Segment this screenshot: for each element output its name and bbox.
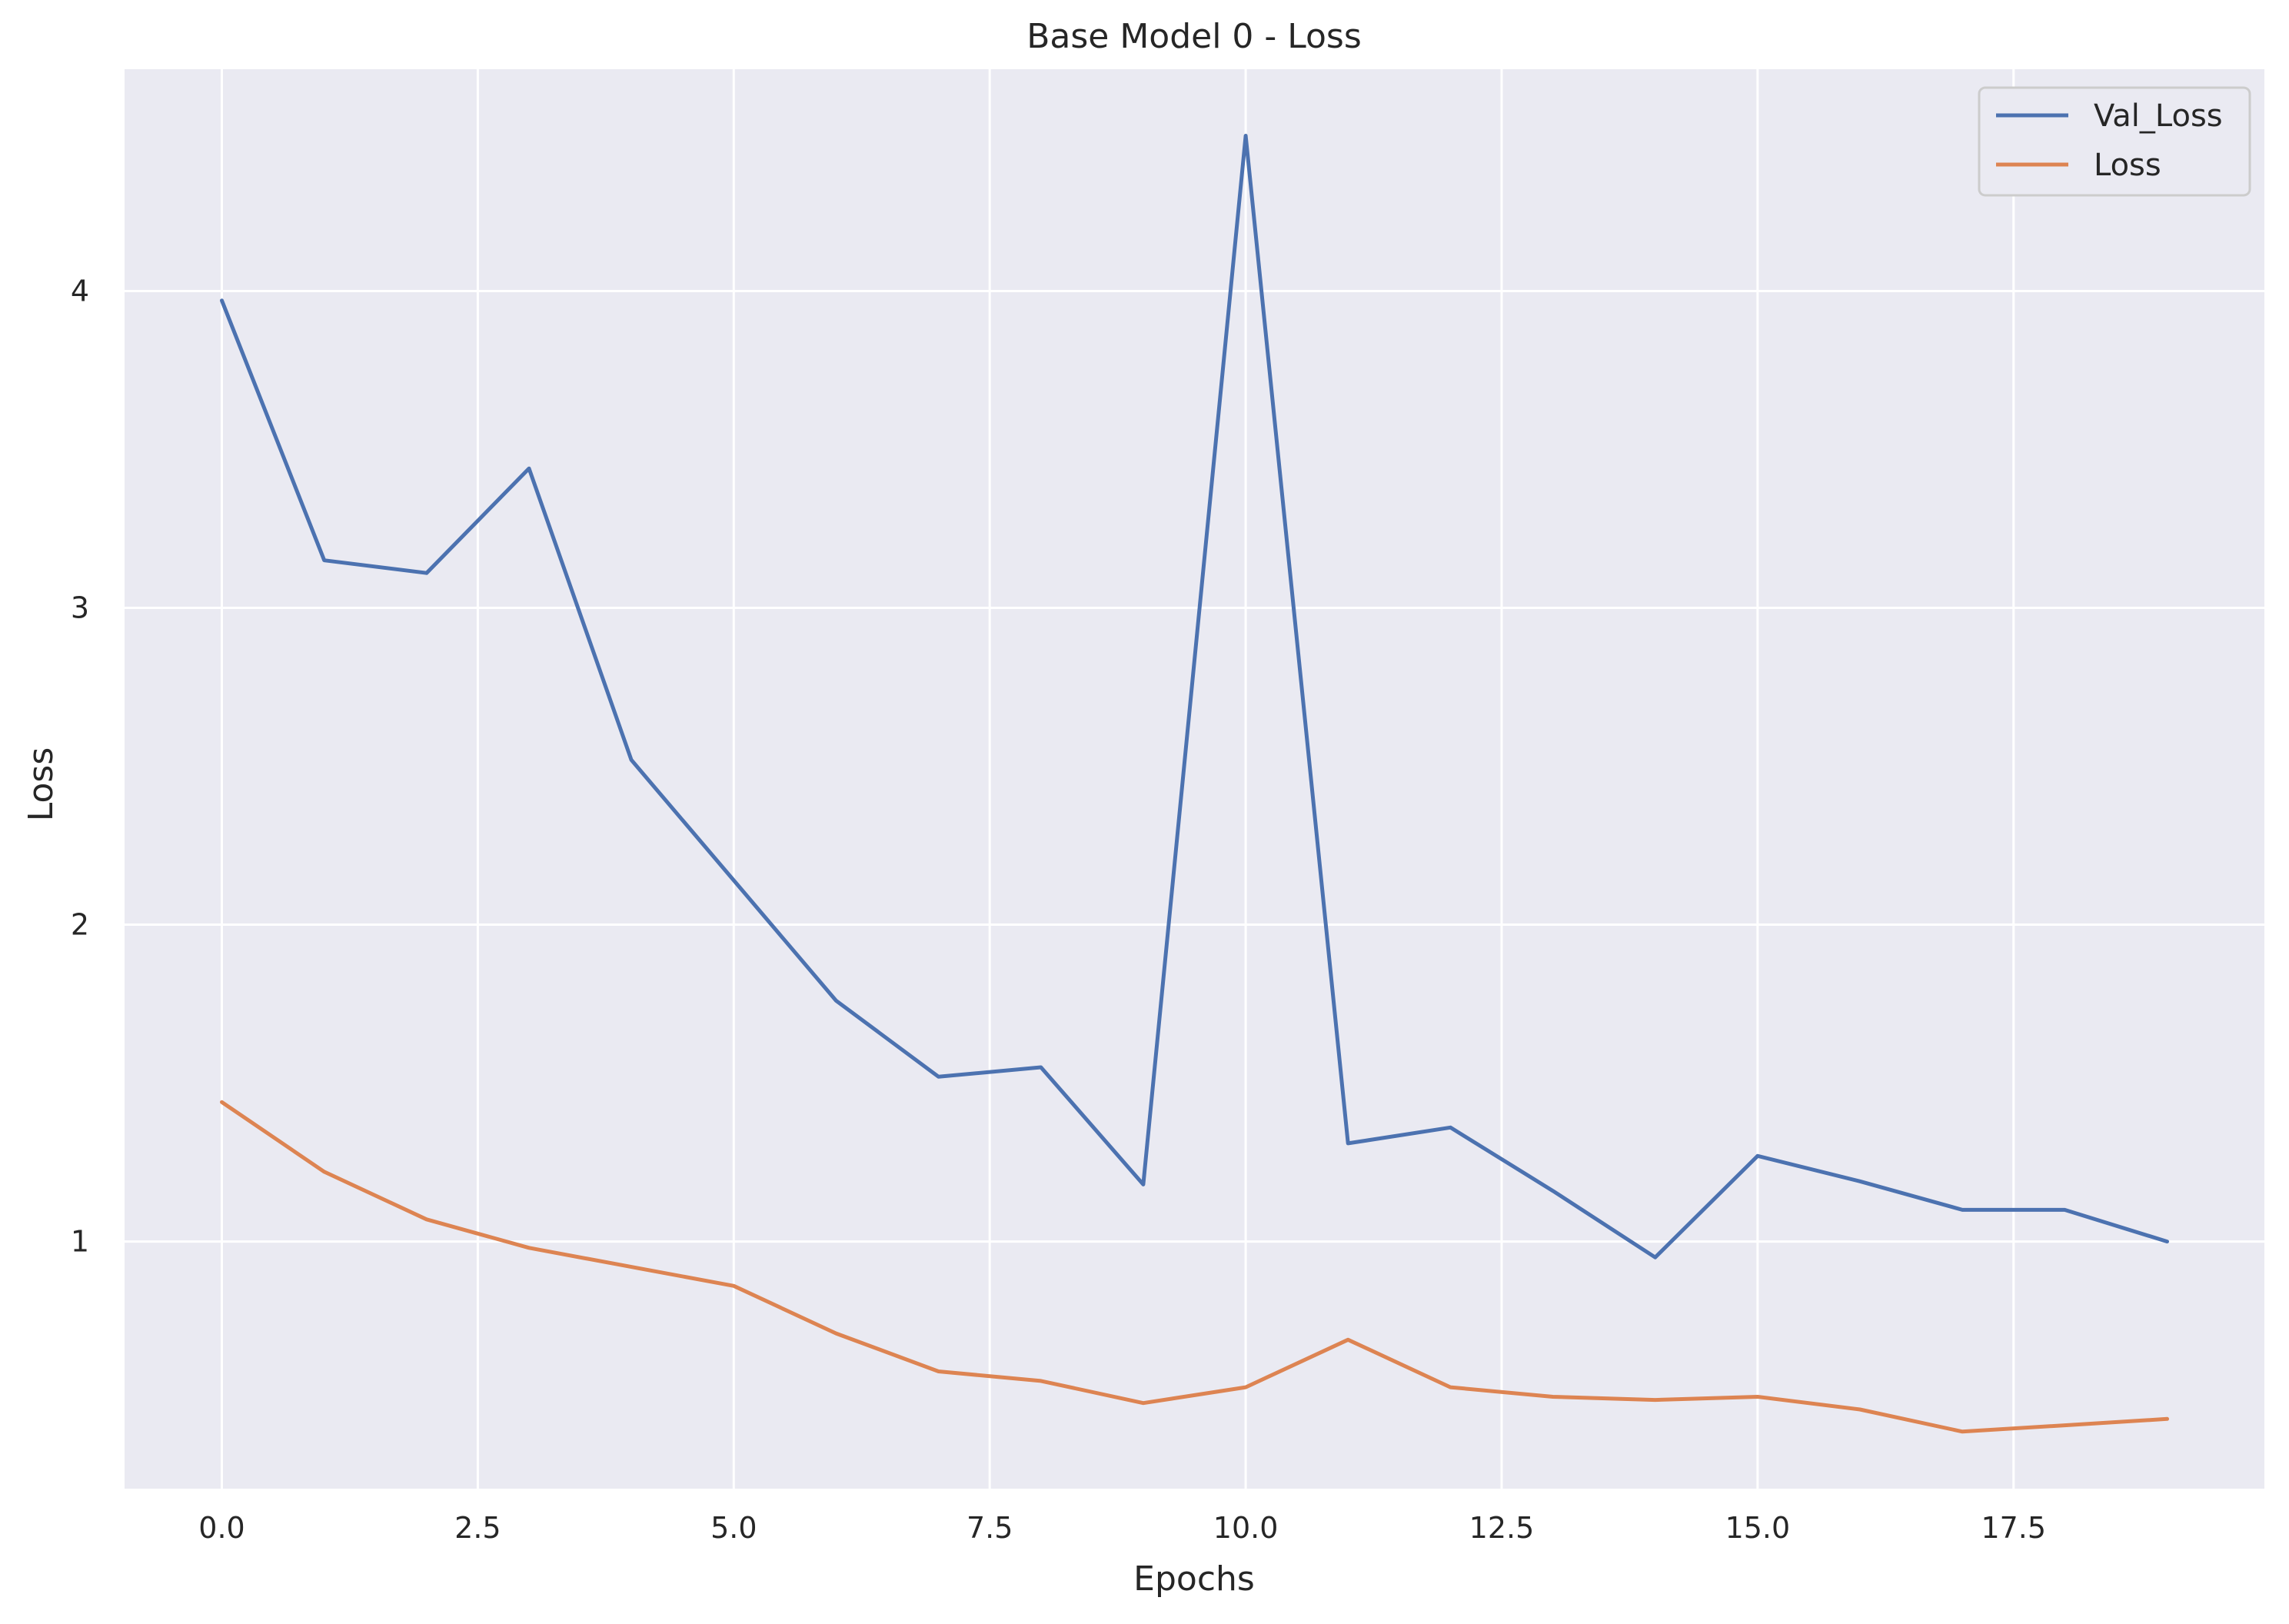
- x-tick-label: 0.0: [198, 1511, 245, 1545]
- legend-label-val-loss: Val_Loss: [2094, 98, 2223, 134]
- x-tick-label: 7.5: [967, 1511, 1013, 1545]
- plot-background: [125, 69, 2264, 1489]
- x-tick-label: 10.0: [1213, 1511, 1279, 1545]
- y-tick-label: 4: [71, 274, 89, 308]
- chart-title: Base Model 0 - Loss: [1026, 17, 1362, 56]
- series-line-loss: [220, 1100, 2169, 1434]
- y-tick-labels: 1 2 3 4: [71, 274, 89, 1258]
- legend-label-loss: Loss: [2094, 148, 2161, 183]
- grid-lines: [125, 69, 2264, 1489]
- x-axis-label: Epochs: [1133, 1559, 1255, 1599]
- x-tick-label: 12.5: [1469, 1511, 1535, 1545]
- x-tick-label: 17.5: [1981, 1511, 2046, 1545]
- series-line-val-loss: [220, 134, 2169, 1260]
- x-tick-label: 5.0: [710, 1511, 757, 1545]
- y-axis-label: Loss: [22, 747, 61, 822]
- series-lines: [220, 134, 2169, 1434]
- y-tick-label: 2: [71, 908, 89, 942]
- x-tick-labels: 0.0 2.5 5.0 7.5 10.0 12.5 15.0 17.5: [198, 1511, 2046, 1545]
- legend: Val_Loss Loss: [1978, 86, 2251, 197]
- x-tick-label: 2.5: [454, 1511, 501, 1545]
- x-tick-label: 15.0: [1725, 1511, 1791, 1545]
- y-tick-label: 1: [71, 1225, 89, 1259]
- y-tick-label: 3: [71, 591, 89, 624]
